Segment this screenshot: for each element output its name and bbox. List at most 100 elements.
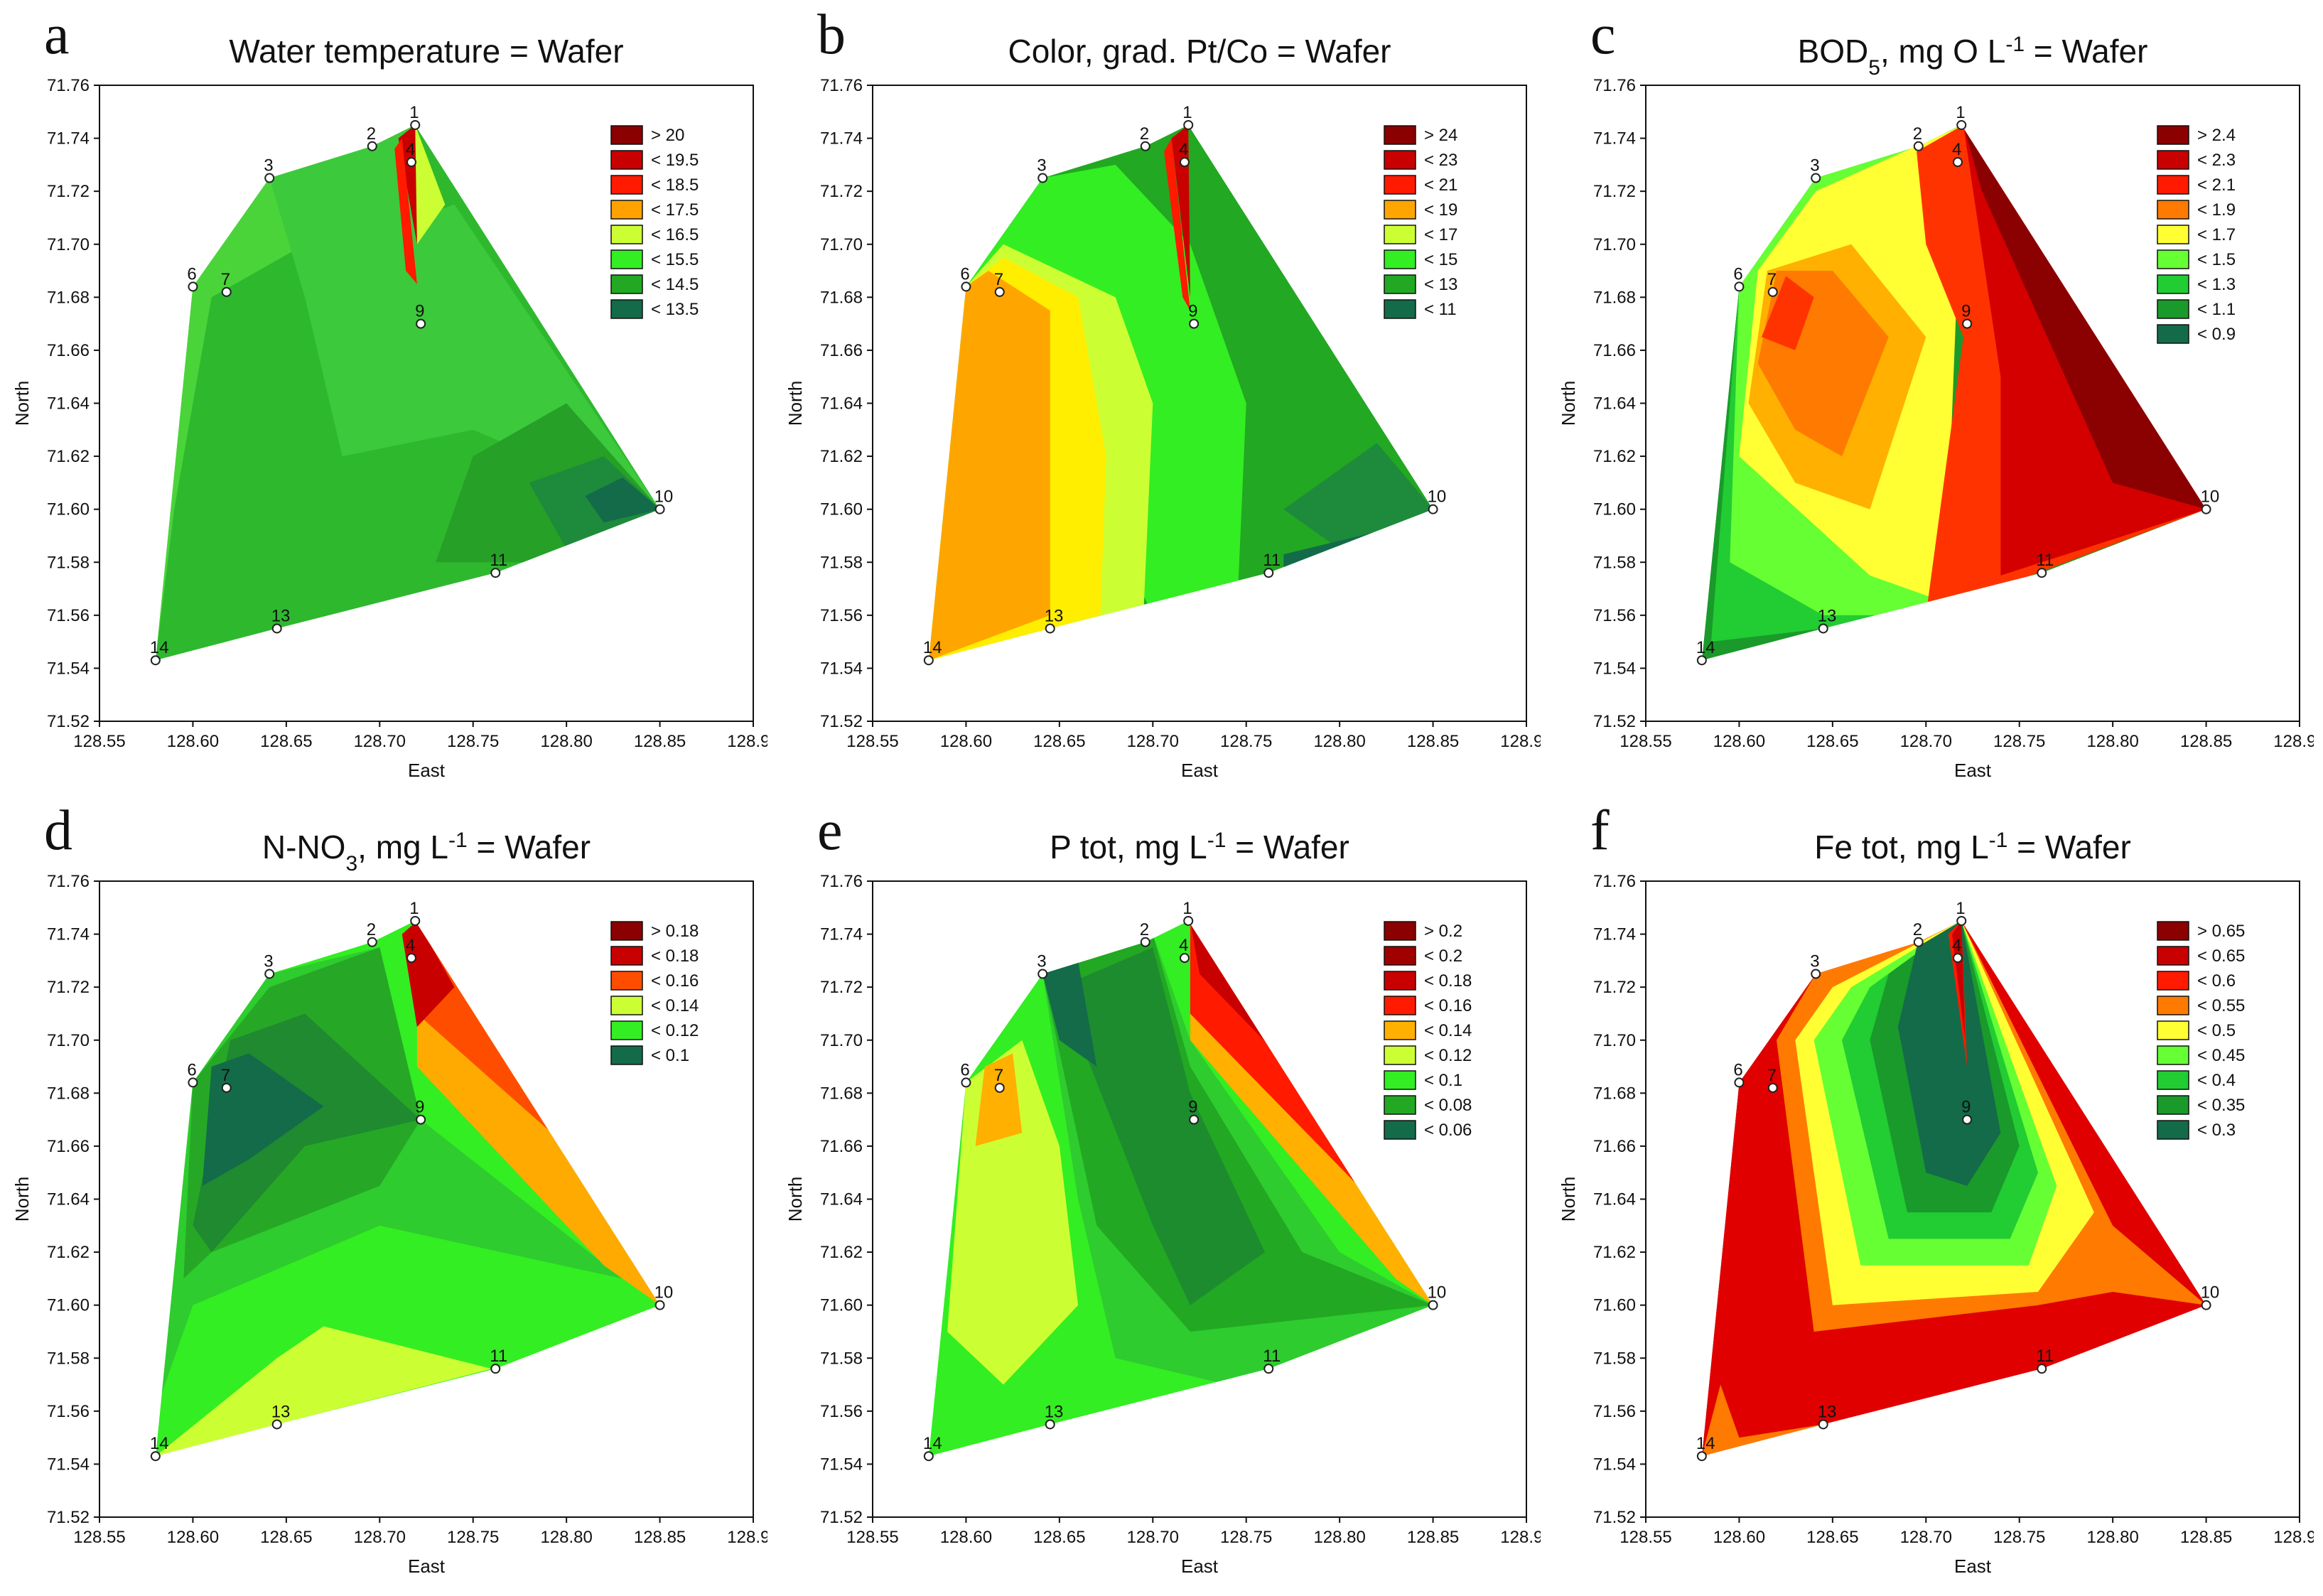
x-tick-label: 128.90 xyxy=(2273,732,2314,751)
y-tick-label: 71.56 xyxy=(820,1402,863,1421)
y-tick-label: 71.58 xyxy=(820,553,863,572)
station-marker xyxy=(1140,937,1150,947)
y-tick-label: 71.76 xyxy=(1593,872,1636,891)
title-part: Fe tot, mg L xyxy=(1814,829,1988,866)
station-marker xyxy=(1179,953,1190,964)
contour-chart: e P tot, mg L-1 = Wafer 128.55 128.60 128.65… xyxy=(785,799,1541,1577)
legend-label: > 20 xyxy=(651,126,684,145)
legend-swatch xyxy=(2157,971,2189,991)
x-tick-label: 128.90 xyxy=(1500,1528,1541,1547)
station-label: 3 xyxy=(1810,156,1819,176)
legend-label: < 0.6 xyxy=(2197,971,2236,991)
station-label: 7 xyxy=(994,1066,1003,1085)
legend-swatch xyxy=(2157,175,2189,195)
y-tick-label: 71.64 xyxy=(47,1190,90,1209)
station-marker xyxy=(923,1451,934,1462)
legend-swatch xyxy=(610,249,643,269)
y-tick-label: 71.76 xyxy=(1593,76,1636,95)
contour-band xyxy=(1042,960,1097,1067)
y-tick-label: 71.62 xyxy=(820,1243,863,1262)
x-tick-label: 128.65 xyxy=(1033,732,1085,751)
y-tick-label: 71.64 xyxy=(820,1190,863,1209)
station-marker xyxy=(961,1077,971,1088)
station-marker xyxy=(264,969,275,979)
y-tick-label: 71.58 xyxy=(1593,1349,1636,1368)
x-tick-label: 128.80 xyxy=(1313,1528,1365,1547)
contour-band xyxy=(401,920,455,1028)
x-tick-label: 128.65 xyxy=(260,1528,312,1547)
title-part: -1 xyxy=(448,829,468,852)
station-marker xyxy=(416,1114,426,1125)
station-label: 3 xyxy=(264,952,273,971)
contour-band xyxy=(1283,443,1433,549)
y-tick-label: 71.72 xyxy=(820,978,863,997)
y-tick-label: 71.64 xyxy=(1593,1190,1636,1209)
legend-label: < 2.1 xyxy=(2197,176,2236,195)
x-tick-label: 128.55 xyxy=(73,732,125,751)
legend-swatch xyxy=(1384,1095,1416,1115)
y-tick-label: 71.68 xyxy=(1593,288,1636,307)
station-label: 10 xyxy=(1428,487,1447,507)
legend-swatch xyxy=(610,175,643,195)
legend-swatch xyxy=(1384,921,1416,941)
x-tick-label: 128.70 xyxy=(354,1528,406,1547)
contour-band xyxy=(928,271,1050,661)
legend-label: < 0.2 xyxy=(1424,947,1462,966)
contour-band xyxy=(1059,947,1265,1305)
y-axis-label: North xyxy=(1558,381,1579,426)
station-label: 7 xyxy=(994,270,1003,289)
station-label: 13 xyxy=(271,606,291,625)
panel-e: e P tot, mg L-1 = Wafer 128.55 128.60 128.65… xyxy=(773,796,1541,1592)
legend-label: < 0.9 xyxy=(2197,325,2236,344)
panel-letter: a xyxy=(44,4,70,66)
contour-chart: f Fe tot, mg L-1 = Wafer 128.55 128.60 128.6… xyxy=(1558,799,2314,1577)
legend-swatch xyxy=(1384,1045,1416,1065)
legend-label: > 0.2 xyxy=(1424,922,1462,941)
contour-band xyxy=(394,138,417,284)
y-tick-label: 71.68 xyxy=(47,288,90,307)
x-tick-label: 128.65 xyxy=(1806,1528,1858,1547)
station-marker xyxy=(1037,173,1048,183)
station-label: 2 xyxy=(1913,920,1922,939)
station-marker xyxy=(188,1077,198,1088)
station-marker xyxy=(994,1082,1005,1093)
y-tick-label: 71.66 xyxy=(1593,341,1636,360)
legend-label: < 11 xyxy=(1424,300,1457,319)
station-label: 7 xyxy=(221,1066,230,1085)
station-marker xyxy=(1045,623,1055,634)
legend-label: < 0.12 xyxy=(651,1021,699,1040)
legend-swatch xyxy=(2157,125,2189,145)
legend-swatch xyxy=(1384,1120,1416,1140)
title-part: BOD xyxy=(1798,33,1869,70)
contour-band xyxy=(1952,920,1966,1040)
y-tick-label: 71.56 xyxy=(1593,606,1636,625)
contour-chart: c BOD5, mg O L-1 = Wafer 128.55 128.60 128.6… xyxy=(1558,4,2314,781)
title-part: , mg O L xyxy=(1880,33,2005,70)
x-tick-label: 128.55 xyxy=(846,1528,898,1547)
title-part: -1 xyxy=(1207,829,1227,852)
station-marker xyxy=(406,953,416,964)
station-marker xyxy=(271,623,282,634)
x-tick-label: 128.65 xyxy=(1806,732,1858,751)
y-tick-label: 71.70 xyxy=(47,235,90,254)
legend-label: < 0.08 xyxy=(1424,1096,1472,1115)
y-tick-label: 71.62 xyxy=(1593,1243,1636,1262)
panel-d: d N-NO3, mg L-1 = Wafer 128.55 128.60 128.65… xyxy=(0,796,767,1592)
x-tick-label: 128.60 xyxy=(1713,1528,1765,1547)
contour-band xyxy=(1897,920,2001,1186)
contour-field xyxy=(155,124,660,661)
station-label: 1 xyxy=(1182,899,1192,918)
legend-swatch xyxy=(1384,1020,1416,1040)
y-tick-label: 71.60 xyxy=(1593,500,1636,519)
station-label: 1 xyxy=(409,103,419,122)
chart-title: Water temperature = Wafer xyxy=(229,33,623,70)
y-tick-label: 71.76 xyxy=(47,76,90,95)
legend-swatch xyxy=(2157,299,2189,319)
y-tick-label: 71.62 xyxy=(47,1243,90,1262)
legend-label: < 14.5 xyxy=(651,275,699,294)
title-part: -1 xyxy=(2005,33,2025,56)
station-label: 3 xyxy=(1037,156,1046,176)
legend-label: > 24 xyxy=(1424,126,1457,145)
x-tick-label: 128.70 xyxy=(1900,1528,1952,1547)
x-axis-label: East xyxy=(408,1555,446,1577)
